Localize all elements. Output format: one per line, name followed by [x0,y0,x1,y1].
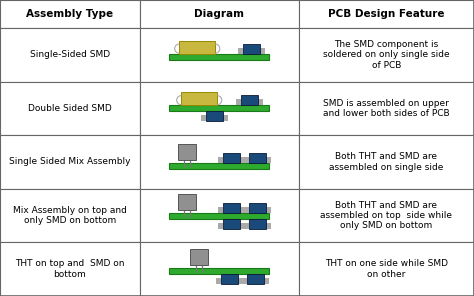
Bar [169,163,269,169]
Bar [0,135,140,189]
Bar [169,213,269,219]
Text: Mix Assembly on top and
only SMD on bottom: Mix Assembly on top and only SMD on bott… [13,206,127,225]
Bar [190,249,208,265]
Bar [223,202,240,213]
Text: THT on one side while SMD
on other: THT on one side while SMD on other [325,260,448,279]
Bar [249,153,266,163]
Bar [178,194,196,210]
Bar [169,268,269,274]
Text: Single-Sided SMD: Single-Sided SMD [30,50,110,59]
Bar [266,223,271,229]
Bar [0,0,140,28]
Bar [241,95,258,105]
Bar [299,0,474,28]
Bar [299,135,474,189]
Bar [221,274,238,284]
Bar [201,115,206,121]
Text: Both THT and SMD are
assembled on single side: Both THT and SMD are assembled on single… [329,152,444,172]
Bar [140,189,299,242]
Bar [216,278,221,284]
Bar [247,274,264,284]
Bar [236,99,241,105]
Bar [299,28,474,82]
Bar [179,41,215,54]
Bar [299,242,474,296]
Bar [249,202,266,213]
Text: THT on top and  SMD on
bottom: THT on top and SMD on bottom [15,260,125,279]
Bar [218,157,223,163]
Bar [266,157,271,163]
Bar [178,144,196,160]
Text: The SMD component is
soldered on only single side
of PCB: The SMD component is soldered on only si… [323,40,450,70]
Bar [169,54,269,60]
Text: SMD is assembled on upper
and lower both sides of PCB: SMD is assembled on upper and lower both… [323,99,450,118]
Bar [260,48,264,54]
Bar [299,189,474,242]
Bar [140,242,299,296]
Bar [140,0,299,28]
Text: PCB Design Feature: PCB Design Feature [328,9,445,19]
Bar [242,278,247,284]
Text: Assembly Type: Assembly Type [27,9,113,19]
Bar [243,44,260,54]
Bar [258,99,263,105]
Bar [244,207,249,213]
Bar [0,82,140,135]
Bar [223,219,240,229]
Text: Diagram: Diagram [194,9,244,19]
Bar [223,153,240,163]
Bar [240,207,245,213]
Bar [181,92,217,105]
Bar [240,157,245,163]
Bar [266,207,271,213]
Bar [0,28,140,82]
Bar [264,278,269,284]
Bar [140,28,299,82]
Bar [140,135,299,189]
Bar [218,223,223,229]
Bar [218,207,223,213]
Bar [244,223,249,229]
Text: Both THT and SMD are
assembled on top  side while
only SMD on bottom: Both THT and SMD are assembled on top si… [320,201,452,231]
Bar [0,242,140,296]
Text: Single Sided Mix Assembly: Single Sided Mix Assembly [9,157,131,166]
Bar [140,82,299,135]
Bar [244,157,249,163]
Bar [238,278,243,284]
Bar [299,82,474,135]
Bar [249,219,266,229]
Bar [238,48,243,54]
Bar [0,189,140,242]
Bar [223,115,228,121]
Bar [169,105,269,111]
Bar [240,223,245,229]
Bar [206,111,223,121]
Text: Double Sided SMD: Double Sided SMD [28,104,112,113]
